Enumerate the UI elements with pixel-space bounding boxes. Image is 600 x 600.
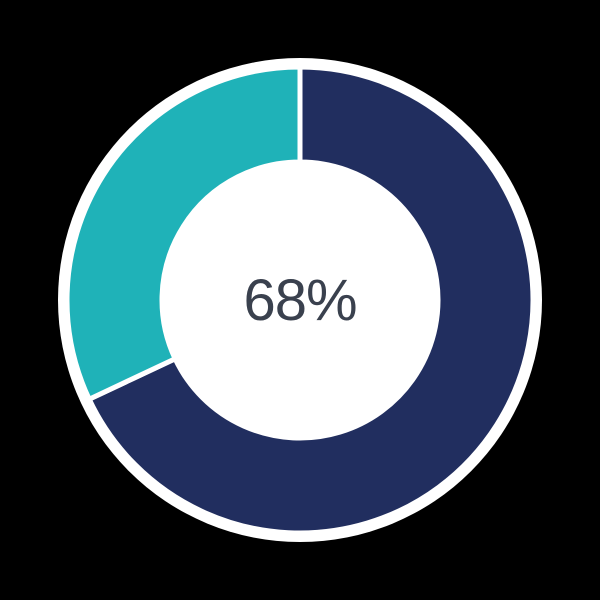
donut-segment-value [85, 64, 536, 536]
donut-segment-remainder [64, 64, 303, 403]
donut-segments [64, 64, 536, 536]
